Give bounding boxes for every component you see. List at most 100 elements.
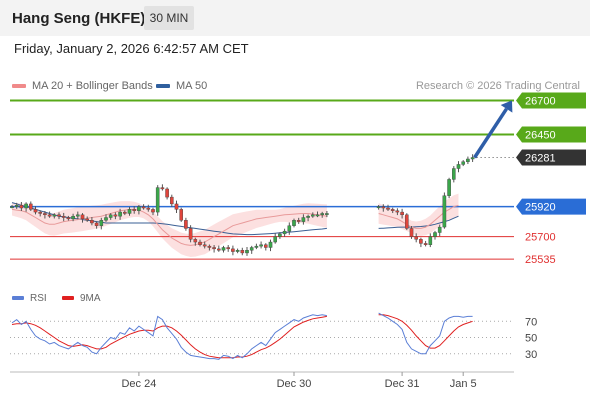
candle-up xyxy=(428,236,433,245)
candle-up xyxy=(127,209,132,214)
timestamp: Friday, January 2, 2026 6:42:57 AM CET xyxy=(14,41,249,56)
candle-down xyxy=(174,203,179,210)
legend-rsi-ma: 9MA xyxy=(62,293,101,304)
candle-down xyxy=(179,209,184,221)
candle-up xyxy=(470,157,475,160)
candle-up xyxy=(287,225,292,232)
candle-up xyxy=(118,211,122,217)
candle-up xyxy=(14,205,19,207)
candle-up xyxy=(437,226,442,233)
candle-down xyxy=(132,209,137,211)
legend-swatch-rsi-ma xyxy=(62,296,74,301)
candle-up xyxy=(433,232,437,237)
candlesticks xyxy=(10,154,475,256)
candle-up xyxy=(325,213,329,215)
candle-up xyxy=(320,213,325,216)
legend-label: 9MA xyxy=(80,293,101,304)
chart-header: Hang Seng (HKFE) 30 MIN xyxy=(0,0,590,36)
legend-swatch-rsi xyxy=(12,296,24,301)
candle-up xyxy=(221,247,226,251)
candle-up xyxy=(52,214,57,217)
candle-up xyxy=(442,195,447,228)
candle-down xyxy=(33,209,38,213)
candle-up xyxy=(311,214,315,217)
candle-up xyxy=(306,215,310,218)
candle-down xyxy=(160,187,165,190)
legend-swatch-ma20 xyxy=(12,84,26,89)
level-label-pivot: 25920 xyxy=(525,202,556,214)
candle-down xyxy=(146,207,151,210)
candle-down xyxy=(19,205,24,209)
level-label-last: 26281 xyxy=(525,152,556,164)
candle-down xyxy=(381,206,386,209)
candle-down xyxy=(113,214,118,217)
bollinger-bands xyxy=(12,193,459,257)
x-tick-label: Jan 5 xyxy=(450,378,477,390)
rsi-tick-label: 50 xyxy=(525,333,537,345)
candle-up xyxy=(292,220,296,226)
candle-down xyxy=(226,247,231,250)
level-label-support: 25700 xyxy=(525,232,556,244)
candle-up xyxy=(278,233,282,237)
candle-up xyxy=(10,206,14,209)
candle-down xyxy=(405,214,409,229)
forecast-arrow-shaft xyxy=(473,107,508,159)
candle-up xyxy=(155,187,160,213)
candle-up xyxy=(315,214,320,217)
candle-up xyxy=(456,164,461,169)
candle-down xyxy=(90,220,94,224)
candle-down xyxy=(386,207,390,210)
candle-up xyxy=(99,220,104,226)
candle-down xyxy=(193,239,198,243)
legend-label: RSI xyxy=(30,293,47,304)
time-axis: Dec 24 Dec 30 Dec 31 Jan 5 xyxy=(10,371,514,390)
rsi-ma-line xyxy=(11,315,327,359)
bollinger-band-area xyxy=(12,201,327,257)
candle-down xyxy=(231,248,235,252)
candle-up xyxy=(301,217,306,222)
legend-label: MA 20 + Bollinger Bands xyxy=(32,80,153,92)
candle-down xyxy=(264,244,268,248)
level-label-resistance: 26700 xyxy=(525,95,556,107)
candle-down xyxy=(61,215,66,218)
bollinger-band-area xyxy=(378,193,459,236)
candle-down xyxy=(94,222,99,226)
candle-down xyxy=(409,228,414,237)
level-tag-resistance xyxy=(516,92,586,109)
candle-up xyxy=(245,250,249,254)
candle-down xyxy=(184,220,188,229)
forecast-arrow-head xyxy=(500,100,513,113)
rsi-ma-line xyxy=(378,314,473,349)
candle-down xyxy=(212,247,216,250)
candle-down xyxy=(296,220,301,222)
support-resistance-levels xyxy=(10,99,514,260)
level-label-resistance: 26450 xyxy=(525,129,556,141)
rsi-tick-label: 30 xyxy=(525,349,537,361)
candle-down xyxy=(66,217,71,220)
rsi-line xyxy=(378,312,473,355)
candle-down xyxy=(414,236,419,240)
candle-down xyxy=(85,218,89,221)
x-tick-label: Dec 31 xyxy=(385,378,420,390)
candle-down xyxy=(151,209,155,213)
candle-up xyxy=(104,217,108,221)
legend-label: MA 50 xyxy=(176,80,208,92)
rsi-line xyxy=(11,314,327,360)
candle-up xyxy=(452,168,456,180)
candle-down xyxy=(80,214,85,220)
x-tick-label: Dec 30 xyxy=(277,378,312,390)
level-labels: 26700 26450 26281 25920 25700 25535 xyxy=(516,92,586,266)
level-tag-pivot xyxy=(516,198,586,215)
legend-ma50: MA 50 xyxy=(156,80,207,92)
candle-down xyxy=(240,250,245,254)
candle-down xyxy=(47,214,52,217)
level-label-support: 25535 xyxy=(525,254,556,266)
candle-up xyxy=(282,230,287,235)
candle-up xyxy=(75,214,80,217)
legend-swatch-ma50 xyxy=(156,84,170,89)
instrument-title: Hang Seng (HKFE) xyxy=(12,10,146,27)
candle-down xyxy=(198,241,202,245)
timeframe-button[interactable]: 30 MIN xyxy=(144,6,194,30)
candle-down xyxy=(395,210,400,213)
legend-rsi: RSI xyxy=(12,293,47,304)
